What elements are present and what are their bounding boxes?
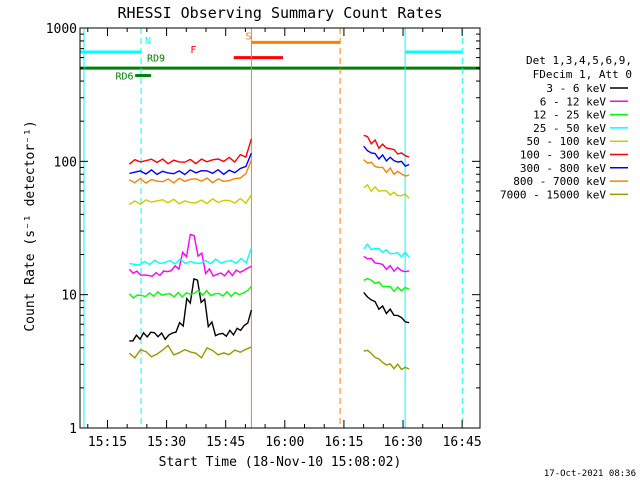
x-tick-label: 16:15 xyxy=(324,435,363,450)
series-8 xyxy=(128,344,410,371)
annotation-s: S xyxy=(246,31,252,42)
legend-label-5: 100 - 300 keV xyxy=(520,149,606,162)
series-3 xyxy=(129,243,410,266)
series-line-2-b xyxy=(363,277,410,293)
series-line-6-a xyxy=(129,152,253,176)
legend-label-6: 300 - 800 keV xyxy=(520,162,606,175)
x-tick-label: 16:00 xyxy=(265,435,304,450)
series-line-1-a xyxy=(128,233,252,278)
x-tick-label: 16:45 xyxy=(443,435,482,450)
plot-frame xyxy=(79,27,481,429)
series-line-3-b xyxy=(363,243,410,258)
series-line-7-b xyxy=(363,159,410,177)
x-tick-label: 16:30 xyxy=(383,435,422,450)
series-line-7-a xyxy=(128,159,253,184)
x-tick-label: 15:45 xyxy=(206,435,245,450)
x-tick-label: 15:15 xyxy=(88,435,127,450)
series-line-0-b xyxy=(363,291,410,324)
series-line-8-b xyxy=(363,349,410,371)
legend-header: FDecim 1, Att 0 xyxy=(533,68,632,81)
x-axis-label: Start Time (18-Nov-10 15:08:02) xyxy=(159,455,402,470)
legend-label-7: 800 - 7000 keV xyxy=(513,175,606,188)
timestamp: 17-Oct-2021 08:36 xyxy=(544,469,636,479)
legend-label-3: 25 - 50 keV xyxy=(533,122,606,135)
legend-header: Det 1,3,4,5,6,9, xyxy=(526,54,632,67)
series-line-4-b xyxy=(363,183,410,199)
annotation-rd6: RD6 xyxy=(115,72,133,83)
series-7 xyxy=(128,159,410,184)
series-line-0-a xyxy=(129,277,253,342)
y-tick-label: 10 xyxy=(61,289,77,304)
annotation-n: N xyxy=(145,36,151,47)
series-line-5-b xyxy=(363,134,410,158)
series-line-5-a xyxy=(128,138,253,165)
series-line-1-b xyxy=(363,255,410,273)
chart-title: RHESSI Observing Summary Count Rates xyxy=(117,4,442,22)
legend-label-8: 7000 - 15000 keV xyxy=(500,188,606,201)
series-line-3-a xyxy=(129,247,253,266)
annotation-f: F xyxy=(190,45,196,56)
y-tick-label: 1 xyxy=(69,422,77,437)
legend-label-2: 12 - 25 keV xyxy=(533,109,606,122)
series-line-4-a xyxy=(128,194,252,206)
y-axis-label: Count Rate (s⁻¹ detector⁻¹) xyxy=(23,120,38,331)
y-tick-label: 100 xyxy=(54,155,77,170)
legend-label-1: 6 - 12 keV xyxy=(540,95,607,108)
series-5 xyxy=(128,134,410,165)
series-2 xyxy=(128,277,410,299)
series-0 xyxy=(129,277,410,342)
series-line-2-a xyxy=(128,286,252,299)
y-tick-label: 1000 xyxy=(46,22,77,37)
legend-label-4: 50 - 100 keV xyxy=(527,135,607,148)
x-tick-label: 15:30 xyxy=(147,435,186,450)
series-6 xyxy=(129,145,410,176)
series-line-8-a xyxy=(128,344,252,359)
series-1 xyxy=(128,233,410,278)
series-4 xyxy=(128,183,410,206)
legend-label-0: 3 - 6 keV xyxy=(546,82,606,95)
series-line-6-b xyxy=(363,145,410,167)
annotation-rd9: RD9 xyxy=(147,54,165,65)
